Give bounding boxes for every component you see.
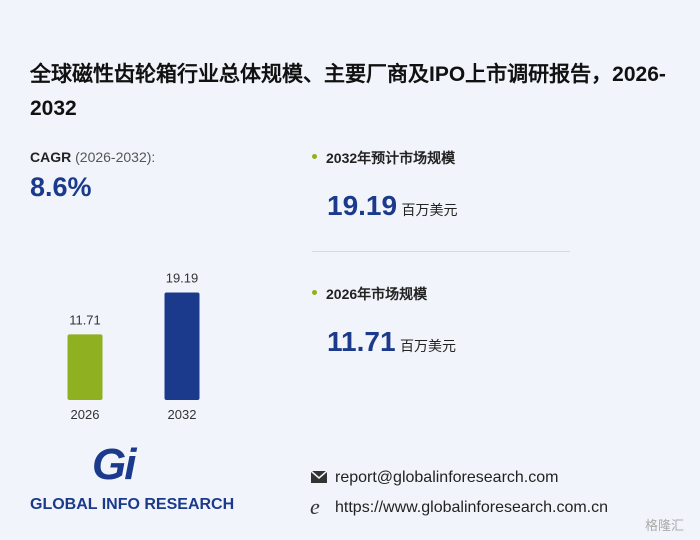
cagr-period: (2026-2032): [75,149,156,165]
website: https://www.globalinforesearch.com.cn [335,499,609,516]
value-label: 11.71 [69,312,101,327]
title: 全球磁性齿轮箱行业总体规模、主要厂商及IPO上市调研报告，2026-2032 [30,63,666,120]
stat: 19.19 百万美元 [327,190,458,222]
logo-text: GLOBAL INFO RESEARCH [30,496,235,513]
email: report@globalinforesearch.com [335,469,559,486]
watermark: 格隆汇 [645,518,685,533]
bar-chart: 11.71 2026 19.19 2032 [67,271,200,422]
stat-value: 19.19 [327,190,398,221]
logo-mark: Gi [92,440,136,489]
x-tick-label: 2026 [71,407,100,422]
x-tick-label: 2032 [168,407,197,422]
bullet [312,290,317,295]
stat-unit: 百万美元 [401,202,458,218]
cagr-line: CAGR (2026-2032): [30,149,155,165]
bar [164,292,200,400]
cagr-label: CAGR [30,149,72,165]
value-label: 19.19 [166,271,199,286]
stat-unit: 百万美元 [399,338,456,354]
stat-label: 2026年市场规模 [326,286,428,302]
bullet [312,154,317,159]
bar [67,334,103,400]
stat-label: 2032年预计市场规模 [326,150,456,166]
cagr-value: 8.6% [30,172,92,202]
stat-value: 11.71 [327,326,396,357]
stat: 11.71 百万美元 [327,326,456,358]
divider [312,251,570,252]
email-icon [310,470,328,483]
web-icon: e [310,494,320,519]
